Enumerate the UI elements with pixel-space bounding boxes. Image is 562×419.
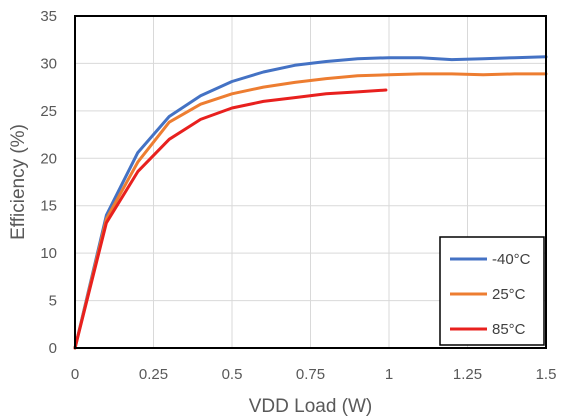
legend-box: [439, 236, 545, 346]
x-tick-label: 1.5: [536, 366, 557, 383]
legend-label-1: 25°C: [492, 286, 526, 303]
y-tick-label: 30: [40, 55, 57, 72]
x-tick-label: 0: [71, 366, 79, 383]
y-tick-labels: 0 5 10 15 20 25 30 35: [40, 8, 57, 357]
series-line-1: [73, 72, 548, 350]
x-tick-label: 1: [385, 366, 393, 383]
y-tick-label: 10: [40, 245, 57, 262]
legend-label-2: 85°C: [492, 321, 526, 338]
x-axis-title: VDD Load (W): [249, 396, 373, 417]
x-tick-labels: 0 0.25 0.5 0.75 1 1.25 1.5: [71, 366, 557, 383]
legend-label-0: -40°C: [492, 251, 531, 268]
x-tick-label: 0.25: [139, 366, 168, 383]
series-lines: [73, 55, 548, 350]
y-tick-label: 0: [49, 340, 57, 357]
x-tick-label: 0.75: [296, 366, 325, 383]
y-tick-label: 5: [49, 293, 57, 310]
legend: -40°C 25°C 85°C: [439, 236, 545, 346]
series-line-2: [73, 88, 388, 350]
x-tick-label: 1.25: [453, 366, 482, 383]
y-tick-label: 15: [40, 198, 57, 215]
y-tick-label: 25: [40, 103, 57, 120]
plot-area-border: [74, 15, 547, 349]
y-tick-label: 35: [40, 8, 57, 25]
y-axis-title: Efficiency (%): [8, 124, 29, 240]
x-tick-label: 0.5: [222, 366, 243, 383]
series-line-0: [73, 55, 548, 350]
y-tick-label: 20: [40, 150, 57, 167]
